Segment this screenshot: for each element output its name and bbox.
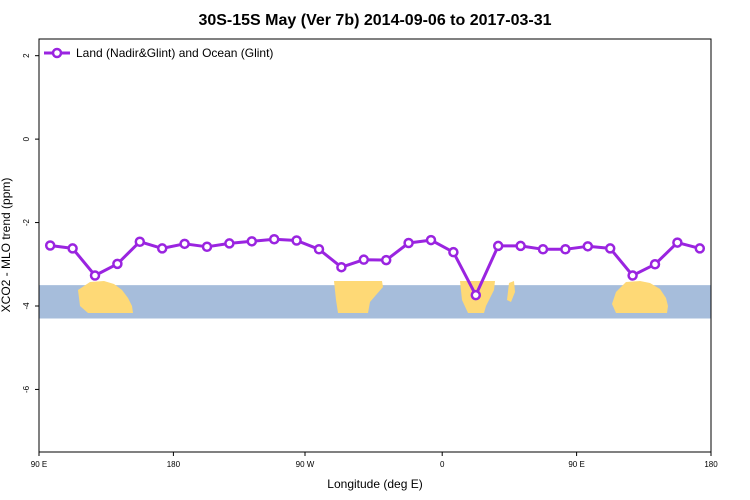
data-point xyxy=(156,243,168,254)
data-point xyxy=(537,244,549,255)
chart-title: 30S-15S May (Ver 7b) 2014-09-06 to 2017-… xyxy=(198,12,551,29)
plot-frame xyxy=(38,38,712,453)
x-tick-label: 0 xyxy=(440,460,445,469)
x-tick-label: 180 xyxy=(167,460,181,469)
data-point xyxy=(134,236,146,247)
land-australia xyxy=(78,281,133,313)
x-tick-label: 90 W xyxy=(296,460,315,469)
land-south-america xyxy=(334,281,383,313)
x-axis-label: Longitude (deg E) xyxy=(327,477,422,491)
x-tick-label: 90 E xyxy=(31,460,47,469)
y-tick-label: -6 xyxy=(22,385,31,393)
data-point xyxy=(268,233,280,245)
data-point xyxy=(291,235,302,246)
data-point xyxy=(604,243,616,254)
world-map-band xyxy=(39,281,711,319)
data-point xyxy=(112,258,123,270)
series-layer xyxy=(44,233,706,301)
data-point xyxy=(582,241,594,252)
data-point xyxy=(336,261,347,273)
legend-label: Land (Nadir&Glint) and Ocean (Glint) xyxy=(76,46,273,60)
y-tick-label: 0 xyxy=(22,136,31,141)
data-point xyxy=(201,241,213,253)
data-point xyxy=(89,270,101,281)
data-point xyxy=(470,289,482,301)
data-point xyxy=(179,238,190,250)
data-point xyxy=(358,254,370,265)
data-point xyxy=(425,234,437,246)
data-point xyxy=(448,246,459,258)
x-tick-label: 180 xyxy=(704,460,718,469)
x-tick-label: 90 E xyxy=(568,460,584,469)
data-point xyxy=(627,270,638,281)
y-tick-label: -4 xyxy=(22,302,31,310)
data-point xyxy=(380,254,392,266)
y-axis-label: XCO2 - MLO trend (ppm) xyxy=(0,178,13,313)
legend-marker xyxy=(51,47,63,59)
data-point xyxy=(44,240,56,251)
data-point xyxy=(560,244,571,255)
x-axis: 90 E 180 90 W 0 90 E 180 xyxy=(31,452,718,469)
data-point xyxy=(694,243,706,254)
data-point xyxy=(515,240,526,252)
data-point xyxy=(649,259,661,270)
y-tick-label: -2 xyxy=(22,218,31,226)
data-point xyxy=(224,238,235,249)
legend: Land (Nadir&Glint) and Ocean (Glint) xyxy=(44,46,273,60)
data-point xyxy=(403,237,414,249)
data-point xyxy=(492,240,504,252)
data-point xyxy=(672,237,683,248)
land-madagascar xyxy=(507,281,515,302)
y-tick-label: 2 xyxy=(22,53,31,58)
y-axis: 2 0 -2 -4 -6 xyxy=(22,53,39,393)
data-point xyxy=(67,243,78,254)
data-point xyxy=(246,236,258,247)
data-point xyxy=(313,244,325,255)
land-australia-east xyxy=(612,281,668,313)
